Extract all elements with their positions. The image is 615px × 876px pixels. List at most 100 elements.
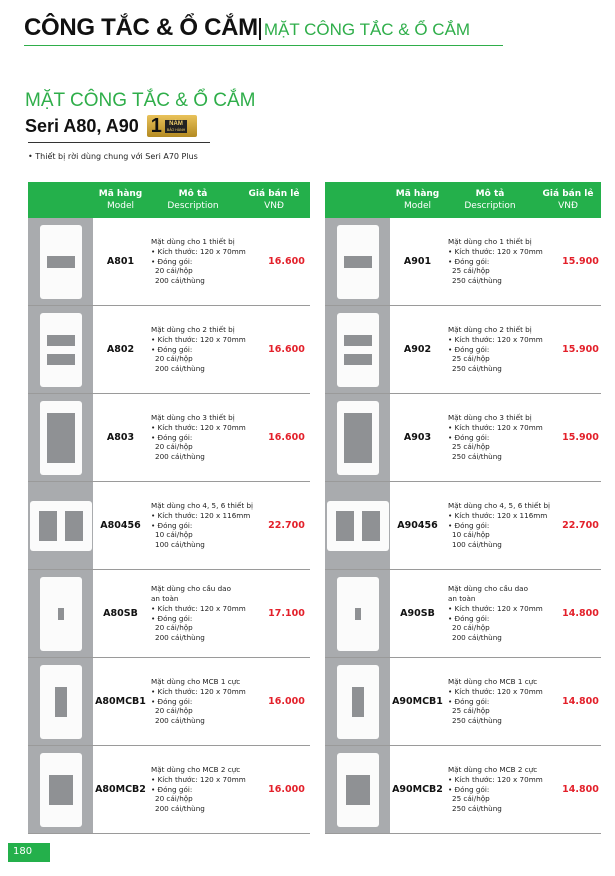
product-thumbnail-2-gang: [336, 312, 379, 387]
page-header: CÔNG TẮC & Ổ CẮM MẶT CÔNG TẮC & Ổ CẮM: [24, 14, 470, 42]
description: Mặt dùng cho 1 thiết bị • Kích thước: 120…: [151, 237, 246, 286]
product-thumbnail-2-gang: [39, 312, 82, 387]
category-subtitle: MẶT CÔNG TẮC & Ổ CẮM: [263, 20, 471, 39]
product-thumbnail-1-gang: [39, 224, 82, 299]
category-title: CÔNG TẮC & Ổ CẮM: [24, 14, 258, 41]
series-title: Seri A80, A90 1 NĂM BẢO HÀNH: [25, 115, 197, 137]
table-row: A803 Mặt dùng cho 3 thiết bị • Kích thước:…: [28, 394, 310, 482]
series-name: Seri A80, A90: [25, 115, 139, 136]
table-row: A90MCB2 Mặt dùng cho MCB 2 cực • Kích thướ…: [325, 746, 601, 834]
thumbnail-cell: [28, 218, 93, 305]
product-thumbnail-3-gang: [39, 400, 82, 475]
table-row: A80MCB1 Mặt dùng cho MCB 1 cực • Kích thướ…: [28, 658, 310, 746]
product-table-a80: Mã hàng Model Mô tả Description Giá bán lẻ VN…: [28, 182, 310, 834]
model-code: A803: [106, 432, 135, 443]
description: Mặt dùng cho 1 thiết bị • Kích thước: 120…: [448, 237, 543, 286]
retail-price: 14.800: [562, 696, 599, 707]
header-rule: [24, 45, 503, 46]
retail-price: 16.000: [268, 696, 305, 707]
thumbnail-cell: [28, 482, 93, 569]
product-thumbnail-safety-breaker: [39, 576, 82, 651]
retail-price: 16.600: [268, 432, 305, 443]
thumbnail-cell: [28, 570, 93, 657]
retail-price: 16.000: [268, 784, 305, 795]
description: Mặt dùng cho MCB 1 cực • Kích thước: 120 …: [448, 677, 543, 726]
warranty-badge: 1 NĂM BẢO HÀNH: [146, 115, 197, 137]
page-number: 180: [8, 843, 50, 862]
product-table-a90: Mã hàng Model Mô tả Description Giá bán lẻ VN…: [325, 182, 601, 834]
description: Mặt dùng cho cầu dao an toàn • Kích thước:…: [151, 584, 246, 643]
table-row: A901 Mặt dùng cho 1 thiết bị • Kích thước:…: [325, 218, 601, 306]
retail-price: 16.600: [268, 256, 305, 267]
product-thumbnail-3-gang: [336, 400, 379, 475]
retail-price: 17.100: [268, 608, 305, 619]
model-code: A903: [403, 432, 432, 443]
col-description: Mô tả Description: [167, 189, 219, 211]
section-rule: [28, 142, 210, 143]
table-header: Mã hàng Model Mô tả Description Giá bán lẻ VN…: [325, 182, 601, 218]
product-thumbnail-456-gang: [29, 500, 92, 551]
col-price: Giá bán lẻ VNĐ: [248, 189, 300, 211]
retail-price: 15.900: [562, 344, 599, 355]
thumbnail-cell: [325, 482, 390, 569]
description: Mặt dùng cho 2 thiết bị • Kích thước: 120…: [448, 325, 543, 374]
model-code: A90SB: [400, 608, 435, 619]
col-price: Giá bán lẻ VNĐ: [542, 189, 594, 211]
model-code: A802: [106, 344, 135, 355]
table-row: A90456 Mặt dùng cho 4, 5, 6 thiết bị • Kíc…: [325, 482, 601, 570]
thumbnail-cell: [325, 306, 390, 393]
table-row: A903 Mặt dùng cho 3 thiết bị • Kích thước:…: [325, 394, 601, 482]
description: Mặt dùng cho MCB 1 cực • Kích thước: 120 …: [151, 677, 246, 726]
product-thumbnail-mcb-1: [336, 664, 379, 739]
thumbnail-cell: [28, 746, 93, 833]
model-code: A80SB: [103, 608, 138, 619]
product-thumbnail-456-gang: [326, 500, 389, 551]
description: Mặt dùng cho 3 thiết bị • Kích thước: 120…: [151, 413, 246, 462]
product-thumbnail-mcb-2: [39, 752, 82, 827]
thumbnail-cell: [325, 394, 390, 481]
thumbnail-cell: [28, 306, 93, 393]
description: Mặt dùng cho cầu dao an toàn • Kích thước:…: [448, 584, 543, 643]
table-header: Mã hàng Model Mô tả Description Giá bán lẻ VN…: [28, 182, 310, 218]
model-code: A801: [106, 256, 135, 267]
model-code: A90MCB2: [392, 784, 443, 795]
model-code: A902: [403, 344, 432, 355]
retail-price: 22.700: [562, 520, 599, 531]
col-model: Mã hàng Model: [395, 189, 440, 211]
table-row: A802 Mặt dùng cho 2 thiết bị • Kích thước:…: [28, 306, 310, 394]
col-model: Mã hàng Model: [98, 189, 143, 211]
table-row: A80MCB2 Mặt dùng cho MCB 2 cực • Kích thướ…: [28, 746, 310, 834]
retail-price: 14.800: [562, 608, 599, 619]
description: Mặt dùng cho 4, 5, 6 thiết bị • Kích thướ…: [448, 501, 551, 550]
table-row: A902 Mặt dùng cho 2 thiết bị • Kích thước:…: [325, 306, 601, 394]
model-code: A80456: [100, 520, 141, 531]
retail-price: 22.700: [268, 520, 305, 531]
thumbnail-cell: [325, 570, 390, 657]
product-thumbnail-1-gang: [336, 224, 379, 299]
retail-price: 15.900: [562, 256, 599, 267]
retail-price: 15.900: [562, 432, 599, 443]
thumbnail-cell: [325, 218, 390, 305]
series-note: • Thiết bị rời dùng chung với Seri A70 P…: [28, 152, 198, 161]
model-code: A80MCB1: [95, 696, 146, 707]
retail-price: 14.800: [562, 784, 599, 795]
table-row: A80SB Mặt dùng cho cầu dao an toàn • Kích t…: [28, 570, 310, 658]
description: Mặt dùng cho MCB 2 cực • Kích thước: 120 …: [151, 765, 246, 814]
description: Mặt dùng cho MCB 2 cực • Kích thước: 120 …: [448, 765, 543, 814]
table-row: A90MCB1 Mặt dùng cho MCB 1 cực • Kích thướ…: [325, 658, 601, 746]
section-title: MẶT CÔNG TẮC & Ổ CẮM: [25, 90, 256, 111]
retail-price: 16.600: [268, 344, 305, 355]
table-row: A80456 Mặt dùng cho 4, 5, 6 thiết bị • Kíc…: [28, 482, 310, 570]
product-thumbnail-mcb-1: [39, 664, 82, 739]
model-code: A901: [403, 256, 432, 267]
model-code: A90456: [397, 520, 438, 531]
product-thumbnail-safety-breaker: [336, 576, 379, 651]
thumbnail-cell: [325, 746, 390, 833]
table-row: A801 Mặt dùng cho 1 thiết bị • Kích thước:…: [28, 218, 310, 306]
thumbnail-cell: [325, 658, 390, 745]
thumbnail-cell: [28, 658, 93, 745]
thumbnail-cell: [28, 394, 93, 481]
product-thumbnail-mcb-2: [336, 752, 379, 827]
description: Mặt dùng cho 4, 5, 6 thiết bị • Kích thướ…: [151, 501, 254, 550]
model-code: A80MCB2: [95, 784, 146, 795]
